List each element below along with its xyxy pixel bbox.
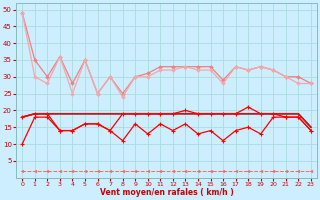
X-axis label: Vent moyen/en rafales ( km/h ): Vent moyen/en rafales ( km/h ) bbox=[100, 188, 234, 197]
